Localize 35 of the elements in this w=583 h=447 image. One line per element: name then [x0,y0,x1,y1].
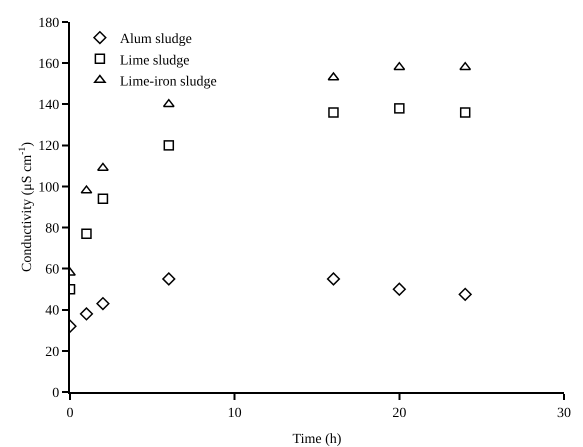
point [164,140,174,151]
point [98,194,108,204]
y-tick-label: 40 [45,304,60,319]
point [162,272,176,286]
point [328,107,339,118]
legend-label: Alum sludge [120,32,192,48]
point [96,297,110,310]
x-axis-title: Time (h) [292,432,342,447]
point [326,272,340,286]
x-tick-label: 0 [66,406,74,421]
point [81,228,92,239]
point [460,107,470,118]
point [459,62,472,70]
y-tick-label: 100 [38,180,60,196]
legend-label: Lime-iron sludge [120,74,217,90]
y-tick-label: 120 [38,139,60,154]
point [162,98,175,108]
legend-label: Lime sludge [120,53,190,68]
y-tick-label: 60 [45,262,60,278]
point [80,185,92,194]
x-tick-label: 10 [228,406,242,421]
y-tick-label: 140 [38,98,60,114]
point [80,307,94,320]
point [458,288,472,301]
point [328,72,340,80]
y-tick-label: 80 [45,221,60,236]
point [392,282,406,296]
y-tick-label: 180 [38,16,60,31]
point [393,62,406,70]
y-tick-label: 0 [52,386,60,401]
point [394,103,405,114]
y-tick-label: 20 [45,344,60,360]
x-tick-label: 30 [557,406,571,421]
x-tick-label: 20 [392,406,406,421]
y-tick-label: 160 [38,57,60,72]
